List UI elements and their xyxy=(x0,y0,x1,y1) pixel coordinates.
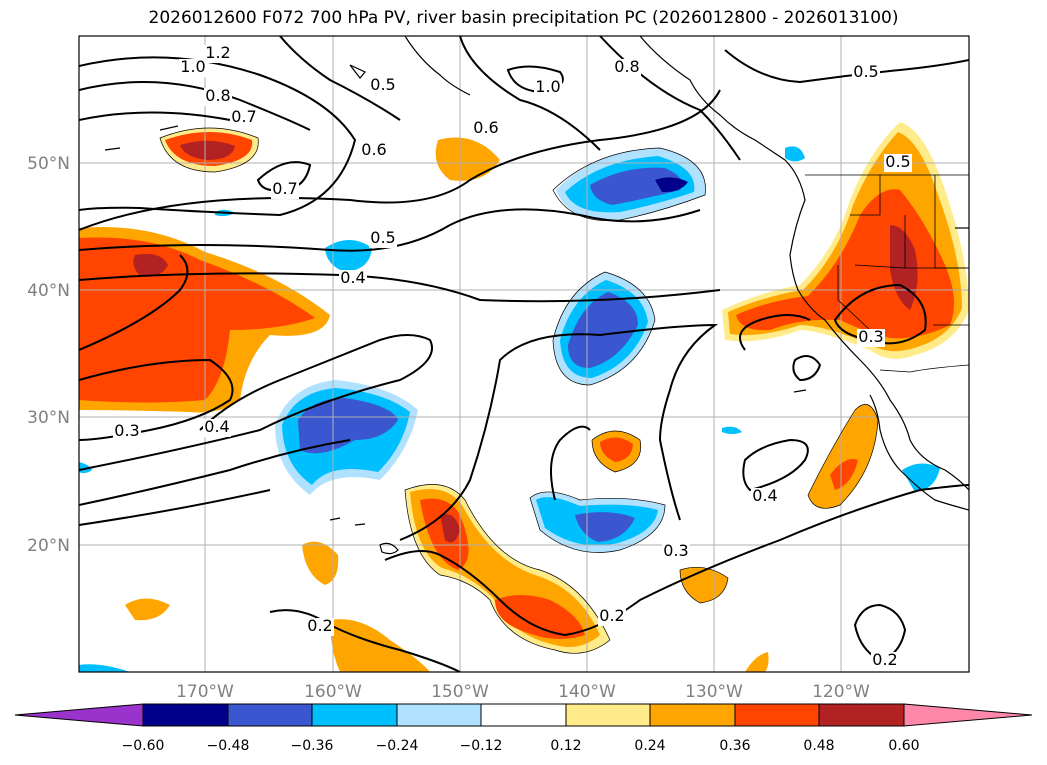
contour-label: 0.7 xyxy=(272,179,297,198)
latitude-labels: 50°N 40°N 30°N 20°N xyxy=(27,154,70,556)
colorbar-segment xyxy=(565,703,651,727)
map-title: 2026012600 F072 700 hPa PV, river basin … xyxy=(148,8,899,28)
precip-negative-region xyxy=(325,240,372,272)
colorbar-tick-label: −0.60 xyxy=(122,738,165,754)
contour-label: 0.6 xyxy=(473,118,498,137)
precip-strong-positive-region xyxy=(180,140,235,160)
contour-label: 0.4 xyxy=(340,268,365,287)
precip-positive-region xyxy=(125,598,170,621)
colorbar-tick-labels: −0.60 −0.48 −0.36 −0.24 −0.12 0.12 0.24 … xyxy=(122,738,920,754)
precip-moderate-negative-region xyxy=(575,512,635,542)
colorbar-segment xyxy=(734,703,820,727)
contour-label: 0.8 xyxy=(205,86,230,105)
map-area: 1.2 1.0 0.8 0.7 0.5 0.6 0.7 1.0 0.8 0.6 … xyxy=(79,36,969,672)
lat-label: 50°N xyxy=(27,154,70,174)
colorbar-tick-label: 0.24 xyxy=(634,738,665,754)
contour-label: 0.3 xyxy=(114,421,139,440)
precip-positive-region xyxy=(736,189,954,339)
precip-negative-region xyxy=(785,146,805,162)
colorbar-segment xyxy=(142,703,229,727)
precip-positive-region xyxy=(302,541,339,585)
contour-label: 1.2 xyxy=(205,43,230,62)
precip-positive-region xyxy=(330,619,430,672)
contour-label: 0.8 xyxy=(614,57,639,76)
contour-label: 0.5 xyxy=(370,228,395,247)
contour-label: 0.5 xyxy=(885,152,910,171)
lon-label: 140°W xyxy=(558,682,616,702)
lon-label: 170°W xyxy=(176,682,234,702)
precip-negative-region xyxy=(902,463,940,492)
graticule xyxy=(79,36,969,672)
precip-outline-contours xyxy=(159,127,879,654)
colorbar-tick-label: −0.24 xyxy=(376,738,419,754)
precip-positive-region xyxy=(680,567,728,603)
contour-label: 0.3 xyxy=(663,541,688,560)
colorbar-under-extension xyxy=(14,703,144,727)
lon-label: 160°W xyxy=(304,682,362,702)
contour-label: 0.2 xyxy=(307,616,332,635)
lat-label: 20°N xyxy=(27,536,70,556)
precip-moderate-negative-region xyxy=(568,292,638,368)
contour-label: 0.7 xyxy=(231,107,256,126)
contour-label: 0.2 xyxy=(872,650,897,669)
map-frame xyxy=(78,35,970,673)
lat-label: 40°N xyxy=(27,281,70,301)
precip-positive-region xyxy=(79,237,315,403)
contour-label: 0.5 xyxy=(853,62,878,81)
lon-label: 150°W xyxy=(431,682,489,702)
precip-strong-positive-region xyxy=(440,514,460,543)
colorbar-tick-label: −0.36 xyxy=(291,738,334,754)
colorbar-over-extension xyxy=(903,703,1033,727)
precip-positive-region xyxy=(830,459,858,490)
contour-label: 0.6 xyxy=(361,140,386,159)
precip-strong-positive-region xyxy=(890,225,918,310)
precip-strong-negative-region xyxy=(655,177,688,193)
contour-label: 0.3 xyxy=(858,327,883,346)
precip-positive-region xyxy=(435,137,500,181)
precip-moderate-negative-region xyxy=(298,398,398,454)
contour-label: 1.0 xyxy=(535,77,560,96)
colorbar-segment xyxy=(649,703,736,727)
colorbar-tick-label: 0.36 xyxy=(719,738,750,754)
colorbar-segment xyxy=(818,703,905,727)
colorbar-tick-label: 0.12 xyxy=(550,738,581,754)
precip-negative-region xyxy=(79,664,130,672)
colorbar-segment xyxy=(396,703,482,727)
precip-negative-region xyxy=(722,426,742,434)
colorbar-segment xyxy=(480,703,567,727)
colorbar-tick-label: −0.48 xyxy=(207,738,250,754)
colorbar: −0.60 −0.48 −0.36 −0.24 −0.12 0.12 0.24 … xyxy=(14,703,1033,754)
precip-moderate-negative-region xyxy=(590,167,683,205)
precip-positive-region xyxy=(495,595,585,639)
pv-contours xyxy=(79,36,969,672)
lon-label: 120°W xyxy=(812,682,870,702)
contour-label: 1.0 xyxy=(180,57,205,76)
precip-positive-region xyxy=(600,437,633,462)
contour-label: 0.4 xyxy=(752,486,777,505)
coastlines xyxy=(104,36,969,555)
contour-label: 0.2 xyxy=(599,606,624,625)
colorbar-segment xyxy=(311,703,398,727)
contour-labels: 1.2 1.0 0.8 0.7 0.5 0.6 0.7 1.0 0.8 0.6 … xyxy=(113,43,912,670)
colorbar-tick-label: 0.60 xyxy=(888,738,919,754)
colorbar-tick-label: −0.12 xyxy=(460,738,503,754)
precip-strong-positive-region xyxy=(133,253,168,277)
precip-fill-layer xyxy=(79,122,969,672)
lon-label: 130°W xyxy=(685,682,743,702)
colorbar-tick-label: 0.48 xyxy=(803,738,834,754)
precip-positive-region xyxy=(745,652,769,672)
lat-label: 30°N xyxy=(27,408,70,428)
contour-label: 0.4 xyxy=(204,417,229,436)
contour-label: 0.5 xyxy=(370,75,395,94)
longitude-labels: 170°W 160°W 150°W 140°W 130°W 120°W xyxy=(176,682,870,702)
precip-positive-region xyxy=(808,404,878,509)
colorbar-segment xyxy=(227,703,313,727)
political-borders xyxy=(805,174,969,373)
